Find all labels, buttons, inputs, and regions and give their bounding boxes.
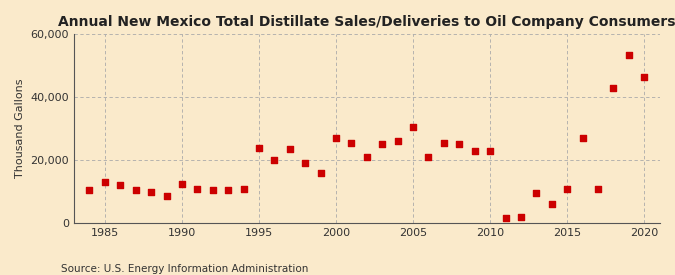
Point (161, 194, 172, 199)
Point (177, 182, 188, 186)
Point (238, 186, 249, 191)
Point (608, 86, 619, 90)
Point (423, 155, 434, 159)
Point (223, 188, 234, 192)
Point (269, 158, 279, 163)
Point (130, 188, 141, 192)
Point (593, 186, 603, 191)
Point (469, 148, 480, 153)
Point (454, 142, 464, 147)
Point (254, 145, 265, 150)
Point (639, 75, 649, 79)
Point (500, 216, 511, 221)
Point (485, 148, 495, 153)
Point (192, 186, 202, 191)
Point (577, 136, 588, 140)
Point (331, 136, 342, 140)
Y-axis label: Thousand Gallons: Thousand Gallons (15, 79, 25, 178)
Point (99, 180, 110, 185)
Point (315, 170, 326, 175)
Point (516, 215, 526, 219)
Point (361, 155, 372, 159)
Point (392, 139, 403, 144)
Point (115, 183, 126, 188)
Point (146, 189, 157, 194)
Text: Source: U.S. Energy Information Administration: Source: U.S. Energy Information Administ… (61, 264, 308, 274)
Point (377, 142, 387, 147)
Point (624, 53, 634, 57)
Point (346, 141, 357, 145)
Point (546, 202, 557, 207)
Point (562, 186, 572, 191)
Point (531, 191, 542, 196)
Point (207, 188, 218, 192)
Title: Annual New Mexico Total Distillate Sales/Deliveries to Oil Company Consumers: Annual New Mexico Total Distillate Sales… (58, 15, 675, 29)
Point (439, 141, 450, 145)
Point (300, 161, 310, 166)
Point (84, 188, 95, 192)
Point (284, 147, 295, 152)
Point (408, 125, 418, 129)
